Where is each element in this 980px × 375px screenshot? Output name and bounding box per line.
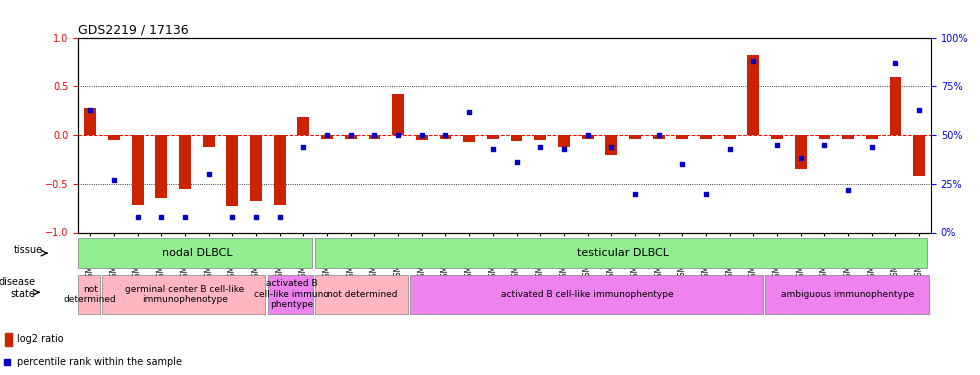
Bar (534, 135, 546, 140)
FancyBboxPatch shape (316, 275, 408, 314)
Bar (606, 135, 617, 154)
FancyBboxPatch shape (316, 238, 927, 268)
Bar (511, 135, 522, 141)
Bar (724, 135, 736, 139)
Text: nodal DLBCL: nodal DLBCL (162, 248, 232, 258)
Bar (131, 135, 143, 205)
Text: ambiguous immunophentype: ambiguous immunophentype (781, 290, 914, 299)
Bar (913, 135, 925, 176)
Text: activated B cell-like immunophentype: activated B cell-like immunophentype (502, 290, 674, 299)
Text: log2 ratio: log2 ratio (18, 334, 64, 344)
Text: disease state: disease state (0, 278, 35, 299)
Bar (345, 135, 357, 139)
Text: activated B
cell-like immuno
phentype: activated B cell-like immuno phentype (254, 279, 329, 309)
Text: not
determined: not determined (64, 285, 117, 304)
Bar (368, 135, 380, 139)
Bar (321, 135, 333, 139)
Bar (416, 135, 427, 140)
Bar (226, 135, 238, 206)
Bar (464, 135, 475, 142)
Bar (179, 135, 191, 189)
Bar (866, 135, 878, 139)
FancyBboxPatch shape (765, 275, 929, 314)
Text: percentile rank within the sample: percentile rank within the sample (18, 357, 182, 367)
FancyBboxPatch shape (78, 238, 312, 268)
Bar (653, 135, 664, 139)
FancyBboxPatch shape (78, 275, 100, 314)
Bar (273, 135, 285, 205)
Bar (771, 135, 783, 139)
FancyBboxPatch shape (410, 275, 762, 314)
Bar (392, 94, 404, 135)
Bar (700, 135, 711, 139)
Bar (890, 76, 902, 135)
FancyBboxPatch shape (102, 275, 266, 314)
Bar (298, 117, 310, 135)
Text: tissue: tissue (14, 245, 43, 255)
Bar (250, 135, 262, 201)
Bar (842, 135, 854, 139)
FancyBboxPatch shape (268, 275, 313, 314)
Bar (108, 135, 120, 140)
Text: not determined: not determined (327, 290, 398, 299)
Bar (676, 135, 688, 139)
Bar (629, 135, 641, 139)
Text: germinal center B cell-like
immunophenotype: germinal center B cell-like immunophenot… (125, 285, 245, 304)
Bar (5, 333, 12, 346)
Bar (558, 135, 569, 147)
Bar (84, 108, 96, 135)
Text: testicular DLBCL: testicular DLBCL (577, 248, 669, 258)
Bar (582, 135, 594, 139)
Bar (203, 135, 215, 147)
Text: GDS2219 / 17136: GDS2219 / 17136 (78, 23, 189, 36)
Bar (487, 135, 499, 139)
Bar (818, 135, 830, 139)
Bar (440, 135, 452, 139)
Bar (795, 135, 807, 169)
Bar (156, 135, 168, 198)
Bar (748, 55, 760, 135)
